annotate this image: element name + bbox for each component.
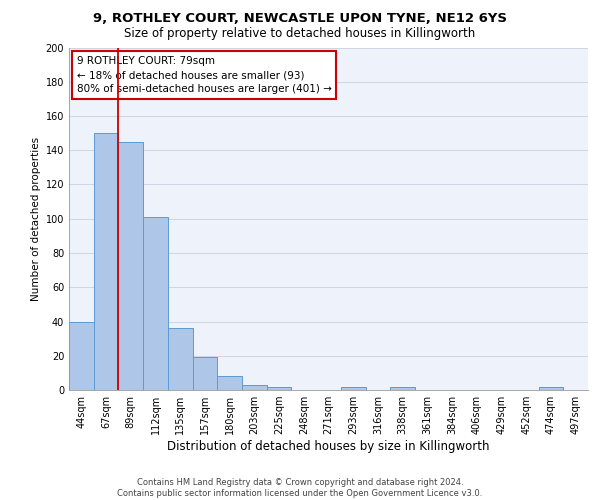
Y-axis label: Number of detached properties: Number of detached properties bbox=[31, 136, 41, 301]
Bar bbox=[217, 376, 242, 390]
Bar bbox=[69, 322, 94, 390]
Bar bbox=[193, 358, 217, 390]
Bar bbox=[390, 386, 415, 390]
Bar bbox=[341, 386, 365, 390]
Bar bbox=[267, 386, 292, 390]
X-axis label: Distribution of detached houses by size in Killingworth: Distribution of detached houses by size … bbox=[167, 440, 490, 453]
Text: Size of property relative to detached houses in Killingworth: Size of property relative to detached ho… bbox=[124, 28, 476, 40]
Text: 9, ROTHLEY COURT, NEWCASTLE UPON TYNE, NE12 6YS: 9, ROTHLEY COURT, NEWCASTLE UPON TYNE, N… bbox=[93, 12, 507, 24]
Bar bbox=[242, 385, 267, 390]
Bar bbox=[168, 328, 193, 390]
Bar bbox=[539, 386, 563, 390]
Bar bbox=[118, 142, 143, 390]
Text: Contains HM Land Registry data © Crown copyright and database right 2024.
Contai: Contains HM Land Registry data © Crown c… bbox=[118, 478, 482, 498]
Bar bbox=[94, 133, 118, 390]
Bar bbox=[143, 217, 168, 390]
Text: 9 ROTHLEY COURT: 79sqm
← 18% of detached houses are smaller (93)
80% of semi-det: 9 ROTHLEY COURT: 79sqm ← 18% of detached… bbox=[77, 56, 332, 94]
